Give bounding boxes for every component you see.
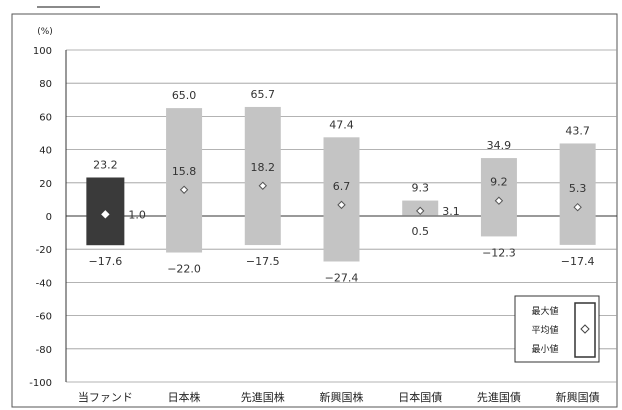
min-value-label: −17.4 — [561, 255, 595, 268]
range-bar — [166, 108, 203, 253]
average-marker — [101, 210, 110, 219]
min-value-label: −17.5 — [246, 255, 280, 268]
average-value-label: 6.7 — [333, 180, 351, 193]
category-label: 先進国債 — [477, 390, 521, 404]
range-bar — [323, 137, 360, 262]
average-value-label: 5.3 — [569, 182, 587, 195]
min-value-label: −22.0 — [167, 263, 201, 276]
min-value-label: −27.4 — [325, 271, 359, 284]
max-value-label: 9.3 — [411, 182, 429, 195]
legend-label-avg: 平均値 — [531, 324, 558, 336]
average-value-label: 15.8 — [172, 165, 197, 178]
max-value-label: 43.7 — [565, 124, 590, 137]
average-marker — [416, 206, 425, 216]
category-label: 当ファンド — [78, 390, 133, 404]
max-value-label: 65.0 — [172, 89, 197, 102]
range-bar — [559, 143, 596, 245]
chart-border — [11, 13, 618, 408]
y-tick-label: -20 — [36, 245, 52, 256]
y-tick-label: 100 — [33, 46, 52, 57]
average-value-label: 9.2 — [490, 176, 508, 189]
average-value-label: 1.0 — [128, 208, 146, 221]
average-marker — [573, 202, 582, 212]
average-value-label: 18.2 — [251, 161, 276, 174]
category-label: 日本株 — [168, 390, 201, 404]
average-marker — [494, 196, 504, 205]
value-labels: 23.2 −17.6 1.0 65.0 −22.0 15.8 65.7 −17.5 18.2 47… — [88, 88, 594, 285]
min-value-label: 0.5 — [411, 225, 429, 238]
min-value-label: −12.3 — [482, 246, 516, 259]
category-label: 日本国債 — [398, 390, 442, 404]
bars — [86, 106, 596, 262]
y-tick-label: 40 — [39, 146, 52, 157]
y-unit-label: (%) — [37, 27, 53, 37]
y-tick-labels: 100 80 60 40 20 0 -20 -40 -60 -80 -100 — [29, 46, 52, 389]
legend: 最大値 平均値 最小値 — [514, 295, 600, 363]
y-tick-label: 80 — [39, 79, 52, 90]
category-labels: 当ファンド 日本株 先進国株 新興国株 日本国債 先進国債 新興国債 — [78, 390, 600, 404]
legend-label-max: 最大値 — [531, 305, 558, 317]
min-value-label: −17.6 — [88, 255, 122, 268]
max-value-label: 65.7 — [251, 88, 276, 101]
category-label: 新興国株 — [320, 390, 364, 404]
category-label: 先進国株 — [241, 390, 285, 404]
y-tick-label: 20 — [39, 179, 52, 190]
category-label: 新興国債 — [556, 390, 600, 404]
y-tick-label: -60 — [36, 312, 52, 323]
y-tick-label: 0 — [46, 212, 52, 223]
max-value-label: 23.2 — [93, 158, 118, 171]
max-value-label: 47.4 — [329, 118, 354, 131]
max-value-label: 34.9 — [487, 139, 512, 152]
y-tick-label: 60 — [39, 112, 52, 123]
legend-diamond-marker — [580, 324, 590, 334]
y-tick-label: -80 — [36, 345, 52, 356]
average-marker — [337, 200, 346, 210]
legend-label-min: 最小値 — [531, 343, 558, 355]
average-marker — [179, 185, 189, 194]
y-tick-label: -40 — [36, 278, 52, 289]
average-marker — [258, 181, 267, 190]
y-tick-label: -100 — [29, 378, 52, 389]
range-bar — [244, 106, 281, 246]
average-value-label: 3.1 — [442, 205, 460, 218]
